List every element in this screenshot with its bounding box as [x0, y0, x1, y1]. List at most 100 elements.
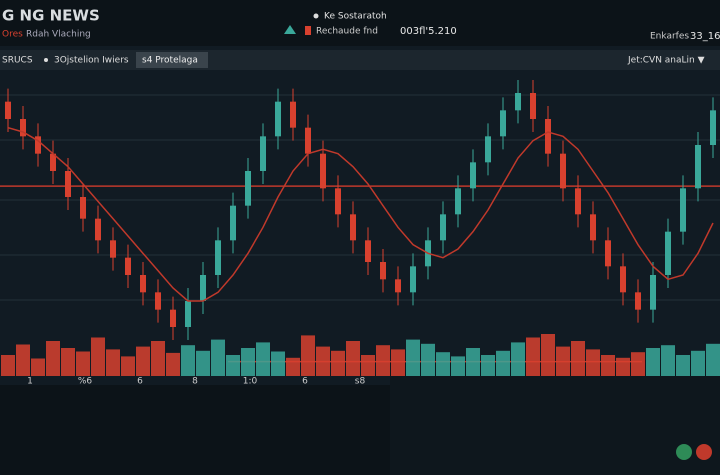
candle-body	[50, 153, 56, 171]
volume-bar	[706, 343, 720, 376]
candle-body	[290, 101, 296, 128]
x-tick-label: s8	[355, 377, 366, 387]
candle-body	[230, 205, 236, 241]
volume-bar	[226, 355, 240, 376]
candle-body	[665, 231, 671, 275]
candle-body	[395, 279, 401, 293]
candle-body	[260, 136, 266, 171]
volume-bar	[451, 356, 465, 376]
volume-bar	[16, 344, 30, 376]
candle-body	[500, 110, 506, 137]
candle-body	[95, 218, 101, 241]
volume-bar	[136, 346, 150, 376]
volume-bar	[46, 341, 60, 376]
volume-bar	[391, 349, 405, 376]
x-tick-label: 1:0	[243, 377, 258, 387]
volume-bar	[301, 335, 315, 376]
volume-bar	[316, 346, 330, 376]
candle-body	[80, 197, 86, 219]
status-dot	[313, 13, 319, 19]
status: Ke Sostaratoh	[324, 12, 387, 22]
top-bar	[0, 0, 720, 46]
volume-bar	[331, 350, 345, 376]
volume-bar	[676, 355, 690, 376]
up-icon	[284, 25, 296, 34]
x-tick-label: 8	[192, 377, 198, 387]
candle-body	[605, 240, 611, 267]
volume-bar	[556, 346, 570, 376]
volume-bar	[286, 357, 300, 376]
volume-bar	[271, 351, 285, 376]
candle-body	[275, 101, 281, 137]
candle-body	[575, 188, 581, 215]
volume-bar	[436, 352, 450, 376]
candle-body	[215, 240, 221, 275]
candle-body	[680, 188, 686, 232]
price: 003fl'5.210	[400, 26, 457, 37]
x-tick-label: 6	[302, 377, 308, 387]
candle-body	[320, 153, 326, 189]
volume-bar	[541, 334, 555, 376]
candle-body	[470, 162, 476, 189]
volume-bar	[601, 355, 615, 376]
candle-body	[110, 240, 116, 258]
toolbar-button[interactable]	[136, 52, 208, 68]
moving-average	[7, 126, 714, 302]
volume-bar	[256, 342, 270, 376]
right-value: 33_16	[690, 31, 720, 42]
candle-body	[485, 136, 491, 163]
app-title: G NG NEWS	[2, 7, 100, 25]
toolbar-item[interactable]: 3Ojstelion Iwiers	[54, 56, 129, 66]
candle-body	[200, 275, 206, 301]
volume-bar	[646, 348, 660, 376]
candle-body	[620, 266, 626, 293]
menu-item[interactable]: Rdah	[26, 30, 49, 40]
candle-body	[410, 266, 416, 293]
grid	[0, 94, 720, 301]
candle-body	[710, 110, 716, 145]
candle-body	[155, 292, 161, 310]
volume-bar	[691, 350, 705, 376]
menu-item[interactable]: Vlaching	[52, 30, 91, 40]
volume-bar	[406, 339, 420, 376]
volume-bar	[376, 345, 390, 376]
candle-body	[170, 309, 176, 327]
candle-body	[380, 262, 386, 280]
candle-body	[140, 275, 146, 293]
bullet	[44, 58, 48, 62]
candle-body	[635, 292, 641, 310]
right-label: Enkarfes	[650, 32, 689, 42]
x-tick-label: 1	[27, 377, 33, 387]
menu-item[interactable]: Ores	[2, 30, 23, 40]
candle-body	[365, 240, 371, 262]
toolbar-item[interactable]: SRUCS	[2, 56, 33, 66]
volume-bar	[211, 339, 225, 376]
candle-body	[335, 188, 341, 215]
candle-body	[245, 171, 251, 206]
indicator: Rechaude fnd	[316, 27, 378, 37]
volume-bar	[1, 355, 15, 376]
status-icon[interactable]	[676, 444, 692, 460]
candle-body	[650, 275, 656, 310]
volume-bar	[571, 341, 585, 376]
volume-bar	[616, 357, 630, 376]
volume-bar	[151, 341, 165, 376]
candle-body	[20, 119, 26, 137]
status-icon[interactable]	[696, 444, 712, 460]
volume-bar	[661, 345, 675, 376]
toolbar-item[interactable]: s4 Protelaga	[142, 56, 198, 66]
volume-bar	[106, 349, 120, 376]
volume-bar	[76, 351, 90, 376]
candle-body	[560, 153, 566, 189]
volume-bar	[346, 341, 360, 376]
candle-body	[530, 93, 536, 119]
volume-bar	[121, 356, 135, 376]
volume-bar	[511, 342, 525, 376]
selector[interactable]: Jet:CVN anaLin ▼	[627, 56, 705, 66]
candle-body	[695, 145, 701, 189]
volume-bar	[181, 345, 195, 376]
x-tick-label: %6	[78, 377, 93, 387]
volume-bar	[61, 348, 75, 376]
candle-body	[545, 119, 551, 154]
